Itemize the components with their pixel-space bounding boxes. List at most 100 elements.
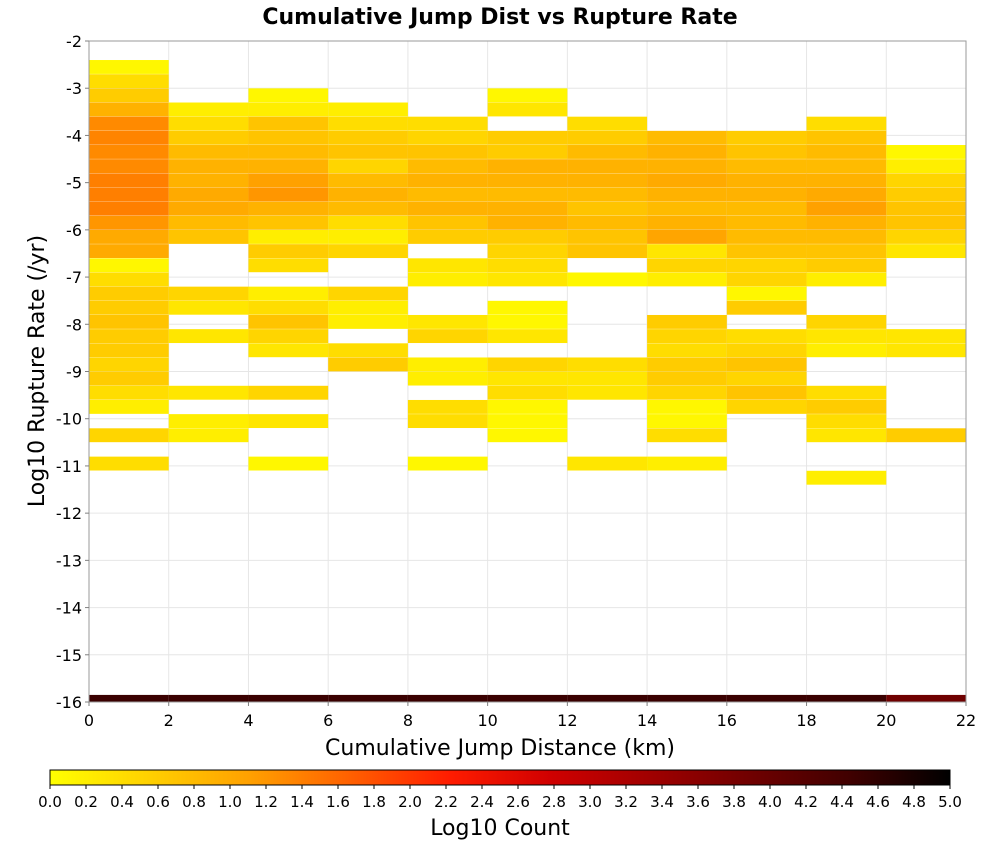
heatmap-cell — [407, 201, 488, 216]
x-tick-label: 16 — [717, 711, 737, 730]
heatmap-cell — [806, 173, 887, 188]
heatmap-cell — [328, 300, 408, 315]
heatmap-cell — [89, 88, 169, 103]
colorbar-tick-label: 4.8 — [902, 793, 926, 811]
colorbar-tick-label: 2.4 — [470, 793, 494, 811]
colorbar-tick-label: 0.4 — [110, 793, 134, 811]
heatmap-cell — [89, 60, 169, 74]
heatmap-cell — [168, 159, 249, 174]
heatmap-cell — [89, 300, 169, 315]
heatmap-cell — [407, 173, 488, 188]
heatmap-cell — [168, 173, 249, 188]
colorbar-tick-label: 1.4 — [290, 793, 314, 811]
y-axis-ticks: -2 -3 -4 -5 -6 -7 -8 -9 -10 -11 -12 -13 -14 -15 -16 — [56, 32, 89, 712]
heatmap-cell — [168, 414, 249, 429]
heatmap-cell — [886, 173, 966, 188]
heatmap-cell — [647, 130, 727, 145]
heatmap-cell — [487, 244, 568, 259]
heatmap-cell — [567, 244, 648, 259]
heatmap-cell — [647, 229, 727, 244]
x-tick-label: 4 — [243, 711, 253, 730]
heatmap-cell — [567, 272, 648, 287]
heatmap-cell-bottom — [886, 694, 966, 702]
heatmap-cell — [89, 187, 169, 202]
colorbar-tick-label: 1.8 — [362, 793, 386, 811]
heatmap-cell — [248, 159, 329, 174]
heatmap-cell — [328, 229, 408, 244]
colorbar-tick-label: 1.2 — [254, 793, 278, 811]
x-tick-label: 22 — [956, 711, 976, 730]
y-tick-label: -3 — [66, 79, 82, 98]
heatmap-cell — [647, 258, 727, 273]
heatmap-cell — [248, 116, 329, 131]
heatmap-cell — [89, 102, 169, 117]
heatmap-cell — [89, 74, 169, 89]
heatmap-cell — [89, 145, 169, 159]
colorbar-tick-label: 0.2 — [74, 793, 98, 811]
y-tick-label: -12 — [56, 504, 82, 523]
heatmap-cell — [567, 187, 648, 202]
heatmap-cell — [168, 116, 249, 131]
heatmap-cell — [89, 385, 169, 400]
heatmap-cell — [886, 329, 966, 344]
heatmap-cells — [89, 60, 966, 702]
heatmap-cell — [487, 102, 568, 117]
heatmap-cell — [726, 371, 807, 386]
heatmap-cell — [248, 215, 329, 230]
y-tick-label: -15 — [56, 646, 82, 665]
heatmap-cell — [328, 130, 408, 145]
heatmap-cell — [806, 399, 887, 414]
heatmap-cell — [647, 145, 727, 159]
heatmap-cell — [806, 329, 887, 344]
heatmap-cell — [567, 159, 648, 174]
heatmap-cell — [407, 229, 488, 244]
heatmap-cell — [89, 286, 169, 301]
heatmap-cell — [168, 145, 249, 159]
heatmap-cell — [567, 116, 648, 131]
y-tick-label: -9 — [66, 363, 82, 382]
heatmap-cell — [248, 456, 329, 471]
heatmap-cell — [89, 272, 169, 287]
heatmap-cell — [168, 329, 249, 344]
y-axis-label: Log10 Rupture Rate (/yr) — [25, 235, 50, 507]
heatmap-cell — [407, 371, 488, 386]
heatmap-cell — [726, 300, 807, 315]
heatmap-cell — [487, 329, 568, 344]
heatmap-cell — [168, 201, 249, 216]
heatmap-cell — [567, 201, 648, 216]
heatmap-cell — [726, 399, 807, 414]
heatmap-cell — [248, 414, 329, 429]
y-tick-label: -10 — [56, 410, 82, 429]
y-tick-label: -11 — [56, 457, 82, 476]
colorbar-tick-label: 0.6 — [146, 793, 170, 811]
heatmap-cell — [328, 244, 408, 259]
heatmap-cell — [248, 286, 329, 301]
heatmap-cell — [647, 428, 727, 443]
heatmap-cell — [726, 187, 807, 202]
heatmap-cell — [248, 329, 329, 344]
heatmap-cell — [806, 159, 887, 174]
heatmap-cell — [806, 201, 887, 216]
heatmap-cell — [407, 272, 488, 287]
heatmap-cell — [248, 173, 329, 188]
heatmap-cell — [487, 88, 568, 103]
heatmap-cell — [487, 414, 568, 429]
colorbar-tick-label: 2.8 — [542, 793, 566, 811]
heatmap-cell — [886, 244, 966, 259]
colorbar-tick-label: 2.2 — [434, 793, 458, 811]
heatmap-cell — [328, 314, 408, 329]
heatmap-cell-bottom — [806, 694, 887, 702]
heatmap-cell — [567, 130, 648, 145]
heatmap-cell-bottom — [647, 694, 727, 702]
colorbar-tick-label: 2.6 — [506, 793, 530, 811]
colorbar-ticks: 0.0 0.2 0.4 0.6 0.8 1.0 1.2 1.4 1.6 1.8 2.0 2.2 2.4 2… — [38, 785, 962, 811]
heatmap-cell — [168, 102, 249, 117]
heatmap-cell — [487, 159, 568, 174]
colorbar-tick-label: 3.2 — [614, 793, 638, 811]
heatmap-cell — [647, 385, 727, 400]
heatmap-cell — [647, 159, 727, 174]
heatmap-cell — [886, 229, 966, 244]
heatmap-cell — [726, 357, 807, 372]
heatmap-cell-bottom — [407, 694, 488, 702]
